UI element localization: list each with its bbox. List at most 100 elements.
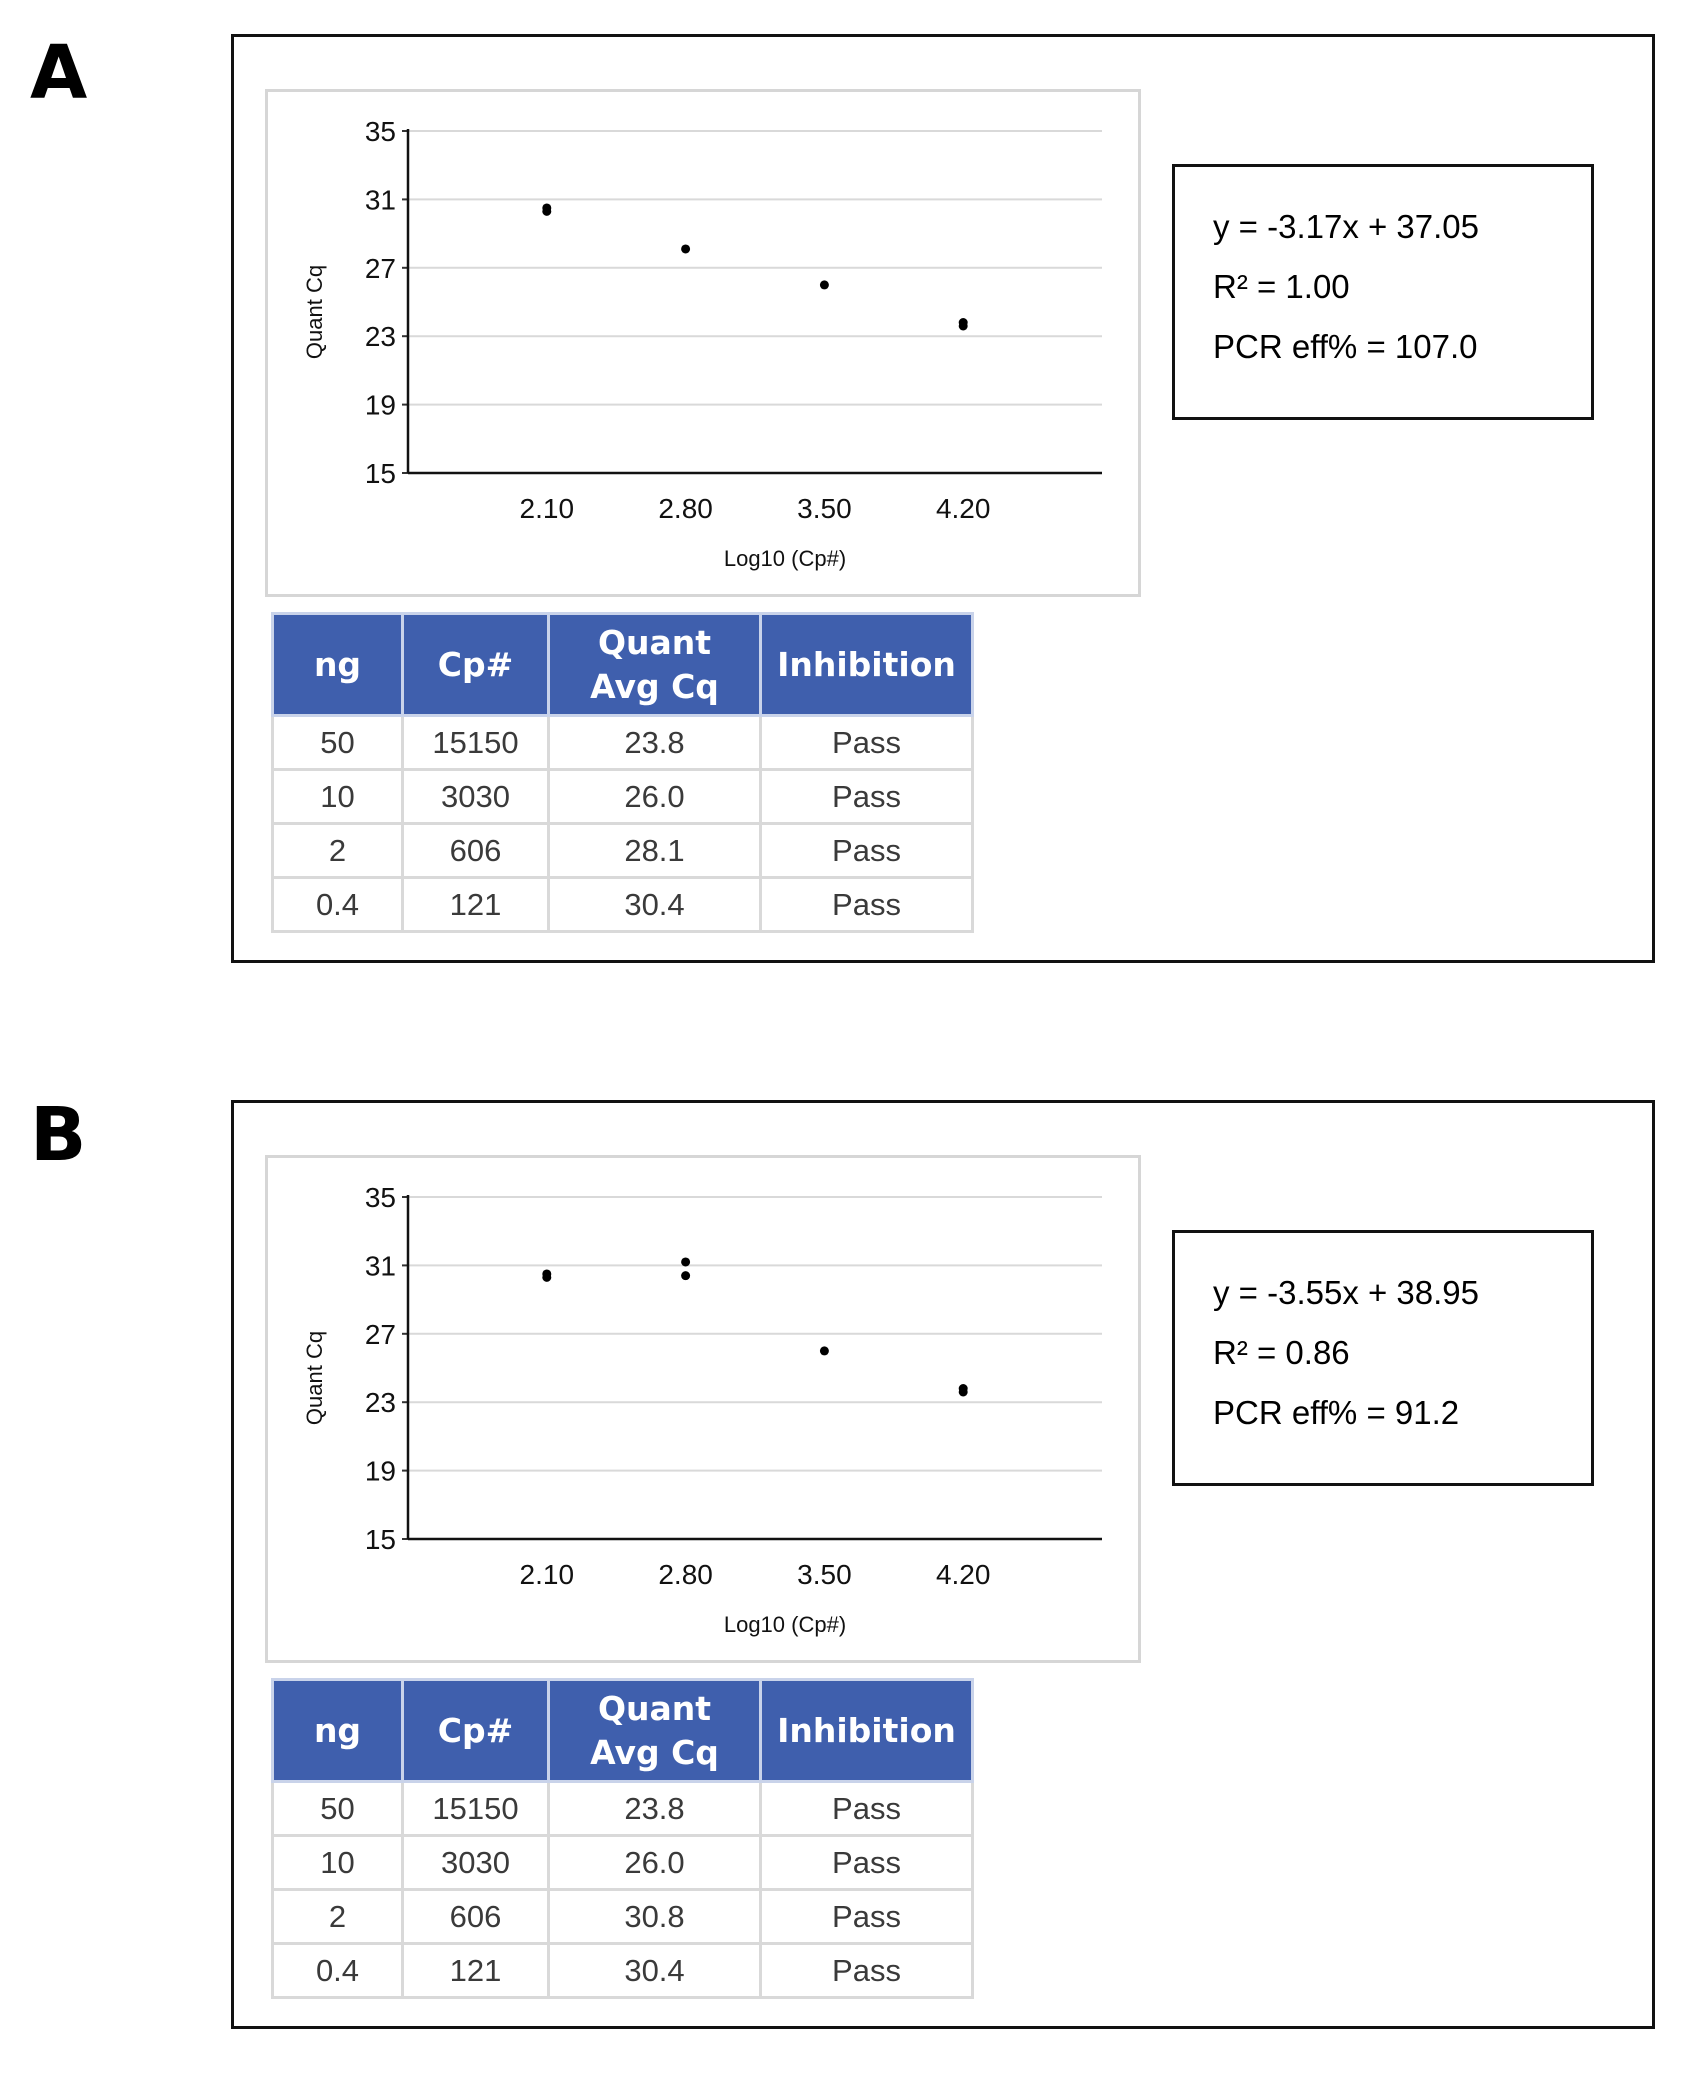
table-row: 2 606 28.1 Pass (271, 822, 974, 879)
x-tick-label: 2.80 (658, 493, 713, 524)
data-point (819, 280, 829, 290)
regression-equation: y = -3.17x + 37.05 (1213, 208, 1480, 245)
regression-equation: y = -3.55x + 38.95 (1213, 1274, 1480, 1311)
header-ng: ng (271, 1678, 404, 1783)
x-tick-label: 2.80 (658, 1559, 713, 1590)
x-axis-title: Log10 (Cp#) (724, 546, 846, 571)
header-quant-avg-cq: Quant Avg Cq (547, 1678, 762, 1783)
equation-box: y = -3.55x + 38.95 R² = 0.86 PCR eff% = … (1172, 1230, 1594, 1486)
cell-ng: 50 (271, 1780, 404, 1837)
y-axis-title: Quant Cq (302, 265, 327, 359)
table-header-row: ng Cp# Quant Avg Cq Inhibition (271, 612, 974, 717)
y-tick-label: 15 (365, 458, 396, 489)
cell-ng: 0.4 (271, 876, 404, 933)
table-row: 2 606 30.8 Pass (271, 1888, 974, 1945)
y-tick-label: 31 (365, 184, 396, 215)
cell-inhibition: Pass (759, 876, 974, 933)
header-cp: Cp# (401, 1678, 550, 1783)
y-tick-label: 15 (365, 1524, 396, 1555)
y-tick-label: 23 (365, 1387, 396, 1418)
x-axis-title: Log10 (Cp#) (724, 1612, 846, 1637)
y-tick-label: 27 (365, 1319, 396, 1350)
cell-ng: 10 (271, 1834, 404, 1891)
data-point (958, 321, 968, 331)
cell-cq: 26.0 (547, 768, 762, 825)
cell-cq: 30.4 (547, 876, 762, 933)
x-tick-label: 2.10 (520, 1559, 575, 1590)
y-tick-label: 27 (365, 253, 396, 284)
cell-cp: 15150 (401, 1780, 550, 1837)
table-row: 50 15150 23.8 Pass (271, 1780, 974, 1837)
table-row: 0.4 121 30.4 Pass (271, 876, 974, 933)
cell-ng: 2 (271, 822, 404, 879)
cell-inhibition: Pass (759, 714, 974, 771)
equation-box: y = -3.17x + 37.05 R² = 1.00 PCR eff% = … (1172, 164, 1594, 420)
panel-frame (231, 1100, 1655, 2029)
y-axis-title: Quant Cq (302, 1331, 327, 1425)
cell-cq: 30.8 (547, 1888, 762, 1945)
table-header-row: ng Cp# Quant Avg Cq Inhibition (271, 1678, 974, 1783)
data-point (681, 1271, 691, 1281)
results-table: ng Cp# Quant Avg Cq Inhibition 50 15150 2… (271, 612, 974, 933)
cell-ng: 10 (271, 768, 404, 825)
cell-cq: 28.1 (547, 822, 762, 879)
cell-cp: 15150 (401, 714, 550, 771)
scatter-chart: 15 19 23 27 31 35 2.10 2.80 3.50 4.20 Log10 (Cp#) Q… (302, 116, 1102, 571)
cell-inhibition: Pass (759, 1834, 974, 1891)
data-point (681, 1257, 691, 1267)
header-inhibition: Inhibition (759, 1678, 974, 1783)
y-tick-label: 19 (365, 1456, 396, 1487)
chart-container: 15 19 23 27 31 35 2.10 2.80 3.50 4.20 Log10 (Cp#) Q… (265, 1155, 1141, 1663)
header-cp: Cp# (401, 612, 550, 717)
data-point (681, 244, 691, 254)
r-squared: R² = 1.00 (1213, 268, 1350, 305)
chart-container: 15 19 23 27 31 35 2.10 2.80 3.50 4.20 Log10 (Cp#) Q… (265, 89, 1141, 597)
y-tick-label: 19 (365, 390, 396, 421)
x-tick-label: 4.20 (936, 1559, 991, 1590)
cell-inhibition: Pass (759, 1780, 974, 1837)
cell-cq: 23.8 (547, 1780, 762, 1837)
cell-cp: 121 (401, 876, 550, 933)
x-tick-label: 2.10 (520, 493, 575, 524)
y-tick-label: 35 (365, 116, 396, 147)
cell-ng: 0.4 (271, 1942, 404, 1999)
pcr-efficiency: PCR eff% = 107.0 (1213, 328, 1478, 365)
cell-cq: 30.4 (547, 1942, 762, 1999)
panel-frame (231, 34, 1655, 963)
cell-cp: 606 (401, 822, 550, 879)
table-row: 50 15150 23.8 Pass (271, 714, 974, 771)
cell-cp: 606 (401, 1888, 550, 1945)
cell-cq: 23.8 (547, 714, 762, 771)
header-ng: ng (271, 612, 404, 717)
cell-inhibition: Pass (759, 1888, 974, 1945)
header-inhibition: Inhibition (759, 612, 974, 717)
r-squared: R² = 0.86 (1213, 1334, 1350, 1371)
x-tick-label: 3.50 (797, 1559, 852, 1590)
table-row: 10 3030 26.0 Pass (271, 1834, 974, 1891)
data-point (819, 1346, 829, 1356)
cell-inhibition: Pass (759, 822, 974, 879)
cell-inhibition: Pass (759, 1942, 974, 1999)
y-tick-label: 23 (365, 321, 396, 352)
data-point (958, 1387, 968, 1397)
table-row: 0.4 121 30.4 Pass (271, 1942, 974, 1999)
data-point (542, 1272, 552, 1282)
cell-inhibition: Pass (759, 768, 974, 825)
cell-cp: 121 (401, 1942, 550, 1999)
cell-cp: 3030 (401, 1834, 550, 1891)
results-table: ng Cp# Quant Avg Cq Inhibition 50 15150 2… (271, 1678, 974, 1999)
panel-label: B (30, 1092, 87, 1178)
panel-label: A (30, 30, 88, 116)
cell-cq: 26.0 (547, 1834, 762, 1891)
cell-cp: 3030 (401, 768, 550, 825)
pcr-efficiency: PCR eff% = 91.2 (1213, 1394, 1460, 1431)
x-tick-label: 3.50 (797, 493, 852, 524)
x-tick-label: 4.20 (936, 493, 991, 524)
data-point (542, 206, 552, 216)
cell-ng: 50 (271, 714, 404, 771)
scatter-chart: 15 19 23 27 31 35 2.10 2.80 3.50 4.20 Log10 (Cp#) Q… (302, 1182, 1102, 1637)
cell-ng: 2 (271, 1888, 404, 1945)
table-row: 10 3030 26.0 Pass (271, 768, 974, 825)
header-quant-avg-cq: Quant Avg Cq (547, 612, 762, 717)
y-tick-label: 35 (365, 1182, 396, 1213)
